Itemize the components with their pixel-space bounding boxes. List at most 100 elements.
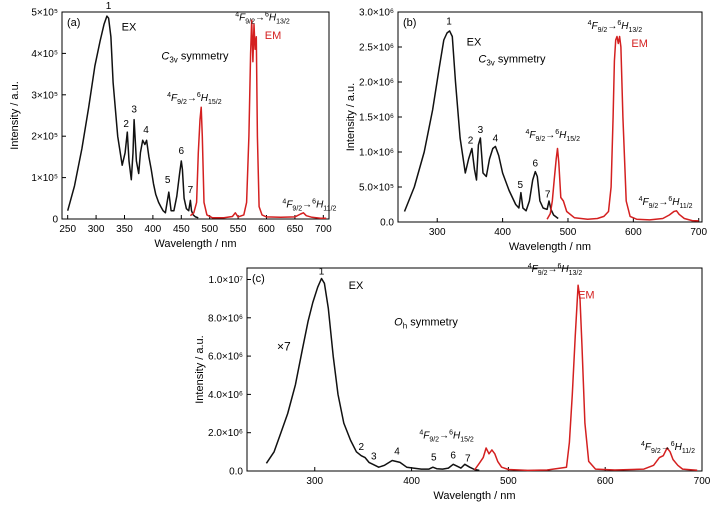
transition-label: 4F9/2→6H15/2 [419,429,474,443]
y-tick-label: 1.0×10⁶ [359,148,394,159]
transition-label: 4F9/2→6H13/2 [235,11,290,25]
peak-label: 1 [446,16,452,27]
y-tick-label: 2.0×10⁶ [359,78,394,89]
panel-label: (a) [67,17,80,29]
peak-label: 3 [478,125,484,136]
transition-term: F [286,199,293,210]
x-tick-label: 700 [690,227,707,238]
transition-sub: 9/2 [651,448,661,455]
series-line-ex [66,15,199,219]
plot-frame [61,11,330,220]
y-tick-label: 5.0×10⁵ [359,183,394,194]
transition-arrow: → [607,21,617,32]
series-line-em [473,284,698,472]
transition-sup: 4 [282,198,286,205]
y-tick-label: 1.5×10⁶ [359,113,394,124]
transition-sub: 15/2 [208,99,222,106]
peak-label: 5 [165,175,171,186]
transition-term: H [675,442,683,453]
transition-sup: 6 [265,11,269,18]
symmetry-subscript: 3v [486,58,494,67]
series-name-em: EM [578,290,595,302]
x-tick-label: 650 [287,224,304,235]
transition-term: H [561,264,569,275]
y-tick-label: 5×10⁵ [31,8,58,19]
series-name-em: EM [265,30,282,42]
transition-sub: 9/2 [177,99,187,106]
x-tick-label: 500 [560,227,577,238]
transition-arrow: → [661,442,671,453]
peak-label: 6 [533,159,539,170]
transition-sup: 4 [419,429,423,436]
x-tick-label: 600 [597,476,614,487]
transition-term: F [529,130,536,141]
peak-label: 2 [358,442,364,453]
x-tick-label: 500 [500,476,517,487]
transition-label: 4F9/2→6H15/2 [167,92,222,106]
x-tick-label: 400 [403,476,420,487]
transition-sup: 6 [668,196,672,203]
peak-label: 3 [131,105,137,116]
chart-panel-1: 250 300 350 400 450 500 550 600 650 700 0 1×10⁵ 2×10… [9,1,337,250]
transition-sub: 15/2 [460,436,474,443]
peak-label: 4 [493,133,499,144]
transition-sup: 6 [312,198,316,205]
peak-label: 1 [319,267,325,278]
symmetry-subscript: 3v [169,56,177,65]
x-tick-label: 250 [59,224,76,235]
transition-term: H [621,21,629,32]
symmetry-group: O [394,316,403,328]
transition-term: H [316,199,324,210]
series-line-em [546,35,699,222]
x-tick-label: 500 [201,224,218,235]
transition-arrow: → [545,130,555,141]
peak-label: 5 [431,453,437,464]
transition-sup: 6 [449,429,453,436]
transition-sub: 9/2 [535,136,545,143]
transition-sub: 9/2 [245,18,255,25]
x-tick-label: 350 [116,224,133,235]
transition-sub: 11/2 [682,448,695,455]
transition-term: H [201,93,209,104]
transition-term: H [269,12,277,23]
transition-sub: 13/2 [628,27,642,34]
x-tick-label: 600 [258,224,275,235]
transition-sub: 13/2 [276,18,290,25]
transition-arrow: → [302,199,312,210]
series-line-ex [403,30,559,220]
x-tick-label: 700 [315,224,332,235]
transition-sup: 6 [671,441,675,448]
transition-label: 4F9/2→6H13/2 [588,20,643,34]
x-tick-label: 300 [88,224,105,235]
transition-arrow: → [547,264,557,275]
transition-sub: 13/2 [569,270,583,277]
x-axis-label: Wavelength / nm [154,238,236,250]
symmetry-word: symmetry [407,316,458,328]
peak-label: 5 [517,180,523,191]
transition-sup: 6 [555,129,559,136]
transition-arrow: → [187,93,197,104]
transition-term: F [532,264,539,275]
transition-sup: 4 [641,441,645,448]
symmetry-subscript: h [403,321,407,330]
peak-label: 6 [450,450,456,461]
series-name-ex: EX [467,37,482,49]
chart-panel-3: 300 400 500 600 700 0.0 2.0×10⁶ 4.0×10⁶ 6.0×10⁶ 8… [194,263,710,502]
y-axis-label: Intensity / a.u. [194,335,206,403]
transition-term: H [672,197,680,208]
x-tick-label: 300 [306,476,323,487]
transition-sup: 4 [639,196,643,203]
symmetry-group: C [478,53,486,65]
transition-term: F [591,21,598,32]
transition-sup: 4 [525,129,529,136]
y-tick-label: 4.0×10⁶ [208,390,243,401]
series-name-em: EM [631,38,648,50]
transition-sub: 9/2 [538,270,548,277]
series-line-ex [265,277,480,472]
y-tick-label: 0 [52,215,58,226]
panel-label: (b) [403,17,416,29]
symmetry-label: C3v symmetry [161,51,229,65]
x-axis-label: Wavelength / nm [433,490,515,502]
y-tick-label: 4×10⁵ [31,49,58,60]
transition-arrow: → [255,12,265,23]
